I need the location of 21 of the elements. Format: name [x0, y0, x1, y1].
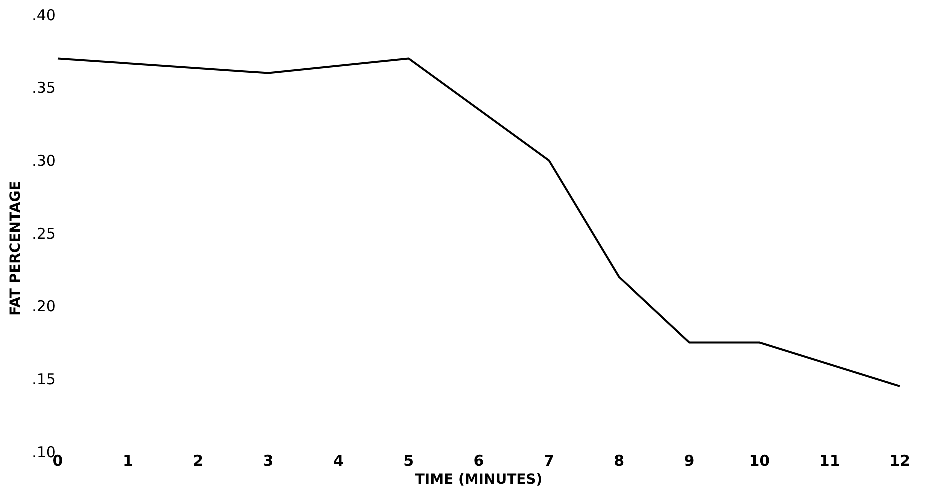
x-tick-label: 10 — [749, 452, 770, 470]
y-tick-label: .35 — [32, 79, 56, 98]
y-tick-label: .30 — [32, 152, 56, 170]
y-tick-label: .25 — [32, 224, 56, 243]
x-tick-label: 11 — [819, 452, 840, 470]
x-tick-label: 3 — [263, 452, 274, 470]
x-tick-label: 7 — [544, 452, 554, 470]
y-tick-label: .40 — [32, 6, 56, 24]
y-axis-title: FAT PERCENTAGE — [8, 181, 24, 316]
x-tick-label: 8 — [614, 452, 625, 470]
x-tick-label: 9 — [684, 452, 695, 470]
y-tick-label: .15 — [32, 370, 56, 388]
x-tick-label: 12 — [890, 452, 910, 470]
x-axis-title: TIME (MINUTES) — [415, 472, 543, 488]
x-tick-label: 6 — [474, 452, 484, 470]
y-tick-label: .20 — [32, 298, 56, 316]
x-tick-label: 4 — [333, 452, 344, 470]
x-tick-label: 5 — [404, 452, 414, 470]
x-tick-label: 1 — [122, 452, 134, 470]
x-tick-label: 2 — [193, 452, 204, 470]
line-series — [57, 58, 901, 388]
